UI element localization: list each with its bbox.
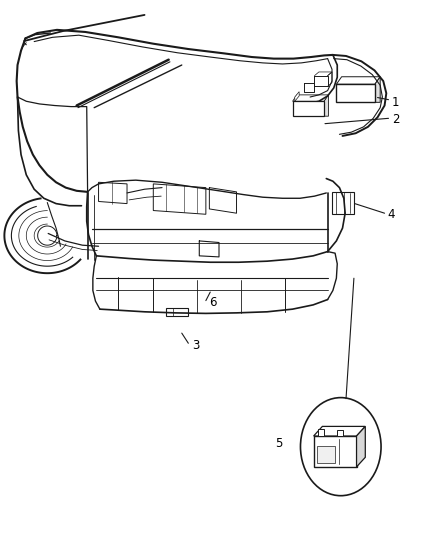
Text: 1: 1	[392, 96, 399, 109]
Polygon shape	[153, 184, 206, 214]
Text: 5: 5	[275, 437, 283, 450]
Polygon shape	[324, 95, 328, 116]
FancyBboxPatch shape	[318, 429, 324, 436]
FancyBboxPatch shape	[337, 430, 343, 436]
Polygon shape	[295, 92, 299, 101]
FancyBboxPatch shape	[336, 84, 375, 102]
Text: 3: 3	[192, 339, 199, 352]
Text: 2: 2	[392, 114, 399, 126]
Polygon shape	[314, 436, 357, 467]
Polygon shape	[336, 77, 380, 84]
Text: 4: 4	[388, 208, 395, 221]
Polygon shape	[314, 426, 365, 436]
Polygon shape	[99, 182, 127, 204]
FancyBboxPatch shape	[293, 101, 324, 116]
FancyBboxPatch shape	[317, 446, 335, 463]
Polygon shape	[357, 426, 365, 467]
Text: 6: 6	[209, 296, 217, 309]
Polygon shape	[375, 77, 380, 102]
Polygon shape	[166, 308, 188, 316]
Polygon shape	[332, 192, 354, 214]
Polygon shape	[293, 95, 328, 101]
